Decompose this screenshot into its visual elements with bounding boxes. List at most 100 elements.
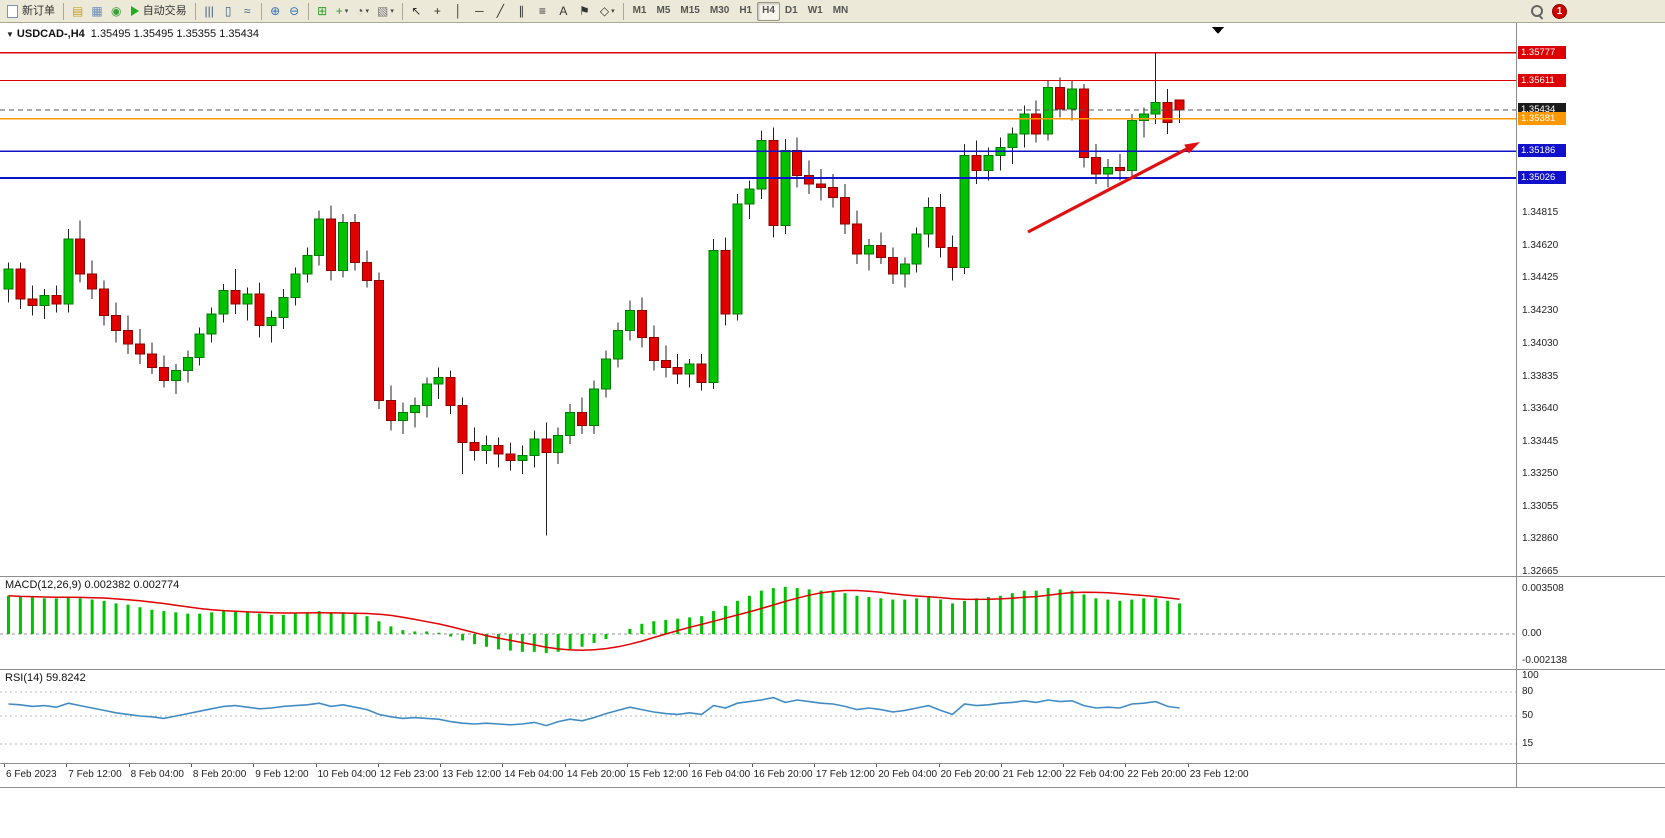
time-tick <box>564 764 566 767</box>
time-label: 21 Feb 12:00 <box>1002 769 1062 780</box>
toolbar-separator <box>307 2 309 20</box>
time-label: 17 Feb 12:00 <box>815 769 875 780</box>
timeframe-m1-button[interactable]: M1 <box>628 2 652 21</box>
templates-icon[interactable]: ▧ ▾ <box>373 2 398 21</box>
time-label: 12 Feb 23:00 <box>379 769 439 780</box>
time-label: 8 Feb 04:00 <box>130 769 184 780</box>
toolbar-separator <box>194 2 196 20</box>
panel-splitter[interactable] <box>0 576 1665 577</box>
time-label: 20 Feb 04:00 <box>878 769 938 780</box>
search-icon[interactable] <box>1530 4 1544 18</box>
trendline-icon[interactable]: ╱ <box>491 2 510 21</box>
chart-type-group: ||| ▯ ≈ <box>200 2 257 21</box>
channel-icon[interactable]: ∥ <box>512 2 531 21</box>
time-tick <box>190 764 192 767</box>
time-label: 16 Feb 04:00 <box>691 769 751 780</box>
timeframe-m15-button[interactable]: M15 <box>675 2 704 21</box>
time-tick <box>1000 764 1002 767</box>
timeframe-h1-button[interactable]: H1 <box>734 2 757 21</box>
bar-chart-icon[interactable]: ||| <box>200 2 219 21</box>
zoom-in-icon[interactable]: ⊕ <box>266 2 285 21</box>
time-tick <box>813 764 815 767</box>
horizontal-line-icon[interactable]: ─ <box>470 2 489 21</box>
rsi-tick: 15 <box>1522 738 1534 749</box>
macd-panel[interactable] <box>0 577 1516 669</box>
price-tick: 1.33445 <box>1522 435 1559 447</box>
macd-label: MACD(12,26,9) 0.002382 0.002774 <box>5 579 180 591</box>
indicators-icon[interactable]: + ▾ <box>332 2 353 21</box>
toolbar: 新订单 ▤ ▦ ◉ 自动交易 ||| ▯ ≈ ⊕ ⊖ ⊞ + ▾ ◔ ▾ ▧ ▾ ↖ + │ ─ ╱ ∥ ≡ A ⚑ ◇… <box>0 0 1665 23</box>
price-tick: 1.33055 <box>1522 500 1559 512</box>
zoom-out-icon[interactable]: ⊖ <box>285 2 304 21</box>
time-label: 16 Feb 20:00 <box>753 769 813 780</box>
price-tag: 1.35381 <box>1518 111 1566 125</box>
panel-splitter[interactable] <box>0 669 1665 670</box>
time-label: 8 Feb 20:00 <box>192 769 247 780</box>
time-tick <box>128 764 130 767</box>
time-label: 22 Feb 20:00 <box>1127 769 1187 780</box>
time-label: 14 Feb 04:00 <box>504 769 564 780</box>
rsi-panel[interactable] <box>0 670 1516 763</box>
time-axis-border <box>0 763 1665 764</box>
candlestick-chart-icon[interactable]: ▯ <box>219 2 238 21</box>
main-chart[interactable] <box>0 24 1516 576</box>
dropdown-caret-icon: ▾ <box>344 7 349 15</box>
text-icon[interactable]: A <box>554 2 573 21</box>
timeframe-group: M1 M5 M15 M30 H1 H4 D1 W1 MN <box>628 1 854 21</box>
tile-windows-icon[interactable]: ⊞ <box>313 2 332 21</box>
fibonacci-icon[interactable]: ≡ <box>533 2 552 21</box>
price-tick: 1.34620 <box>1522 239 1559 251</box>
timeframe-w1-button[interactable]: W1 <box>803 2 828 21</box>
new-order-label: 新订单 <box>22 4 55 17</box>
time-tick <box>66 764 68 767</box>
label-icon[interactable]: ⚑ <box>575 2 594 21</box>
time-label: 13 Feb 12:00 <box>442 769 502 780</box>
time-tick <box>876 764 878 767</box>
window-icons-group: ▤ ▦ ◉ <box>68 2 126 21</box>
time-axis[interactable]: 6 Feb 2023 7 Feb 12:00 8 Feb 04:00 8 Feb 20… <box>0 764 1516 787</box>
ohlc-values: 1.35495 1.35495 1.35355 1.35434 <box>90 28 259 40</box>
toolbar-separator <box>260 2 262 20</box>
new-order-button[interactable]: 新订单 <box>3 2 59 21</box>
vertical-line-icon[interactable]: │ <box>449 2 468 21</box>
time-label: 22 Feb 04:00 <box>1065 769 1125 780</box>
price-tick: 1.32665 <box>1522 565 1559 577</box>
time-tick <box>4 764 5 767</box>
macd-tick: -0.002138 <box>1522 655 1568 667</box>
price-tag: 1.35611 <box>1518 73 1566 87</box>
market-watch-icon[interactable]: ▤ <box>68 2 87 21</box>
autotrading-button[interactable]: 自动交易 <box>127 2 191 21</box>
time-tick <box>315 764 317 767</box>
toolbar-right-group: 1 <box>1530 3 1567 19</box>
notification-badge[interactable]: 1 <box>1552 3 1567 19</box>
timeframe-m30-button[interactable]: M30 <box>705 2 734 21</box>
crosshair-icon[interactable]: + <box>428 2 447 21</box>
price-scale[interactable]: 1.34815 1.34620 1.34425 1.34230 1.34030 1.338… <box>1517 0 1664 838</box>
periods-icon[interactable]: ◔ ▾ <box>352 2 373 21</box>
navigator-icon[interactable]: ◉ <box>107 2 126 21</box>
drawing-tools-group: ↖ + │ ─ ╱ ∥ ≡ A ⚑ ◇ ▾ <box>407 2 619 21</box>
timeframe-h4-button[interactable]: H4 <box>757 1 780 21</box>
timeframe-mn-button[interactable]: MN <box>828 2 854 21</box>
shapes-icon[interactable]: ◇ ▾ <box>596 2 619 21</box>
time-tick <box>751 764 753 767</box>
collapse-caret-icon[interactable]: ▼ <box>6 30 14 39</box>
time-tick <box>689 764 691 767</box>
toolbar-separator <box>63 2 64 20</box>
dropdown-caret-icon: ▾ <box>390 7 394 15</box>
timeframe-d1-button[interactable]: D1 <box>780 2 803 21</box>
cursor-icon[interactable]: ↖ <box>407 2 426 21</box>
dropdown-caret-icon: ▾ <box>365 7 369 15</box>
time-label: 6 Feb 2023 <box>6 769 57 780</box>
time-tick <box>377 764 379 767</box>
rsi-tick: 100 <box>1522 670 1539 681</box>
time-tick <box>1125 764 1127 767</box>
time-label: 10 Feb 04:00 <box>317 769 377 780</box>
line-chart-icon[interactable]: ≈ <box>238 2 257 21</box>
dropdown-caret-icon: ▾ <box>611 7 615 15</box>
time-label: 7 Feb 12:00 <box>68 769 122 780</box>
data-window-icon[interactable]: ▦ <box>87 2 106 21</box>
timeframe-m5-button[interactable]: M5 <box>652 2 676 21</box>
time-tick <box>938 764 940 767</box>
price-tick: 1.32860 <box>1522 533 1559 544</box>
